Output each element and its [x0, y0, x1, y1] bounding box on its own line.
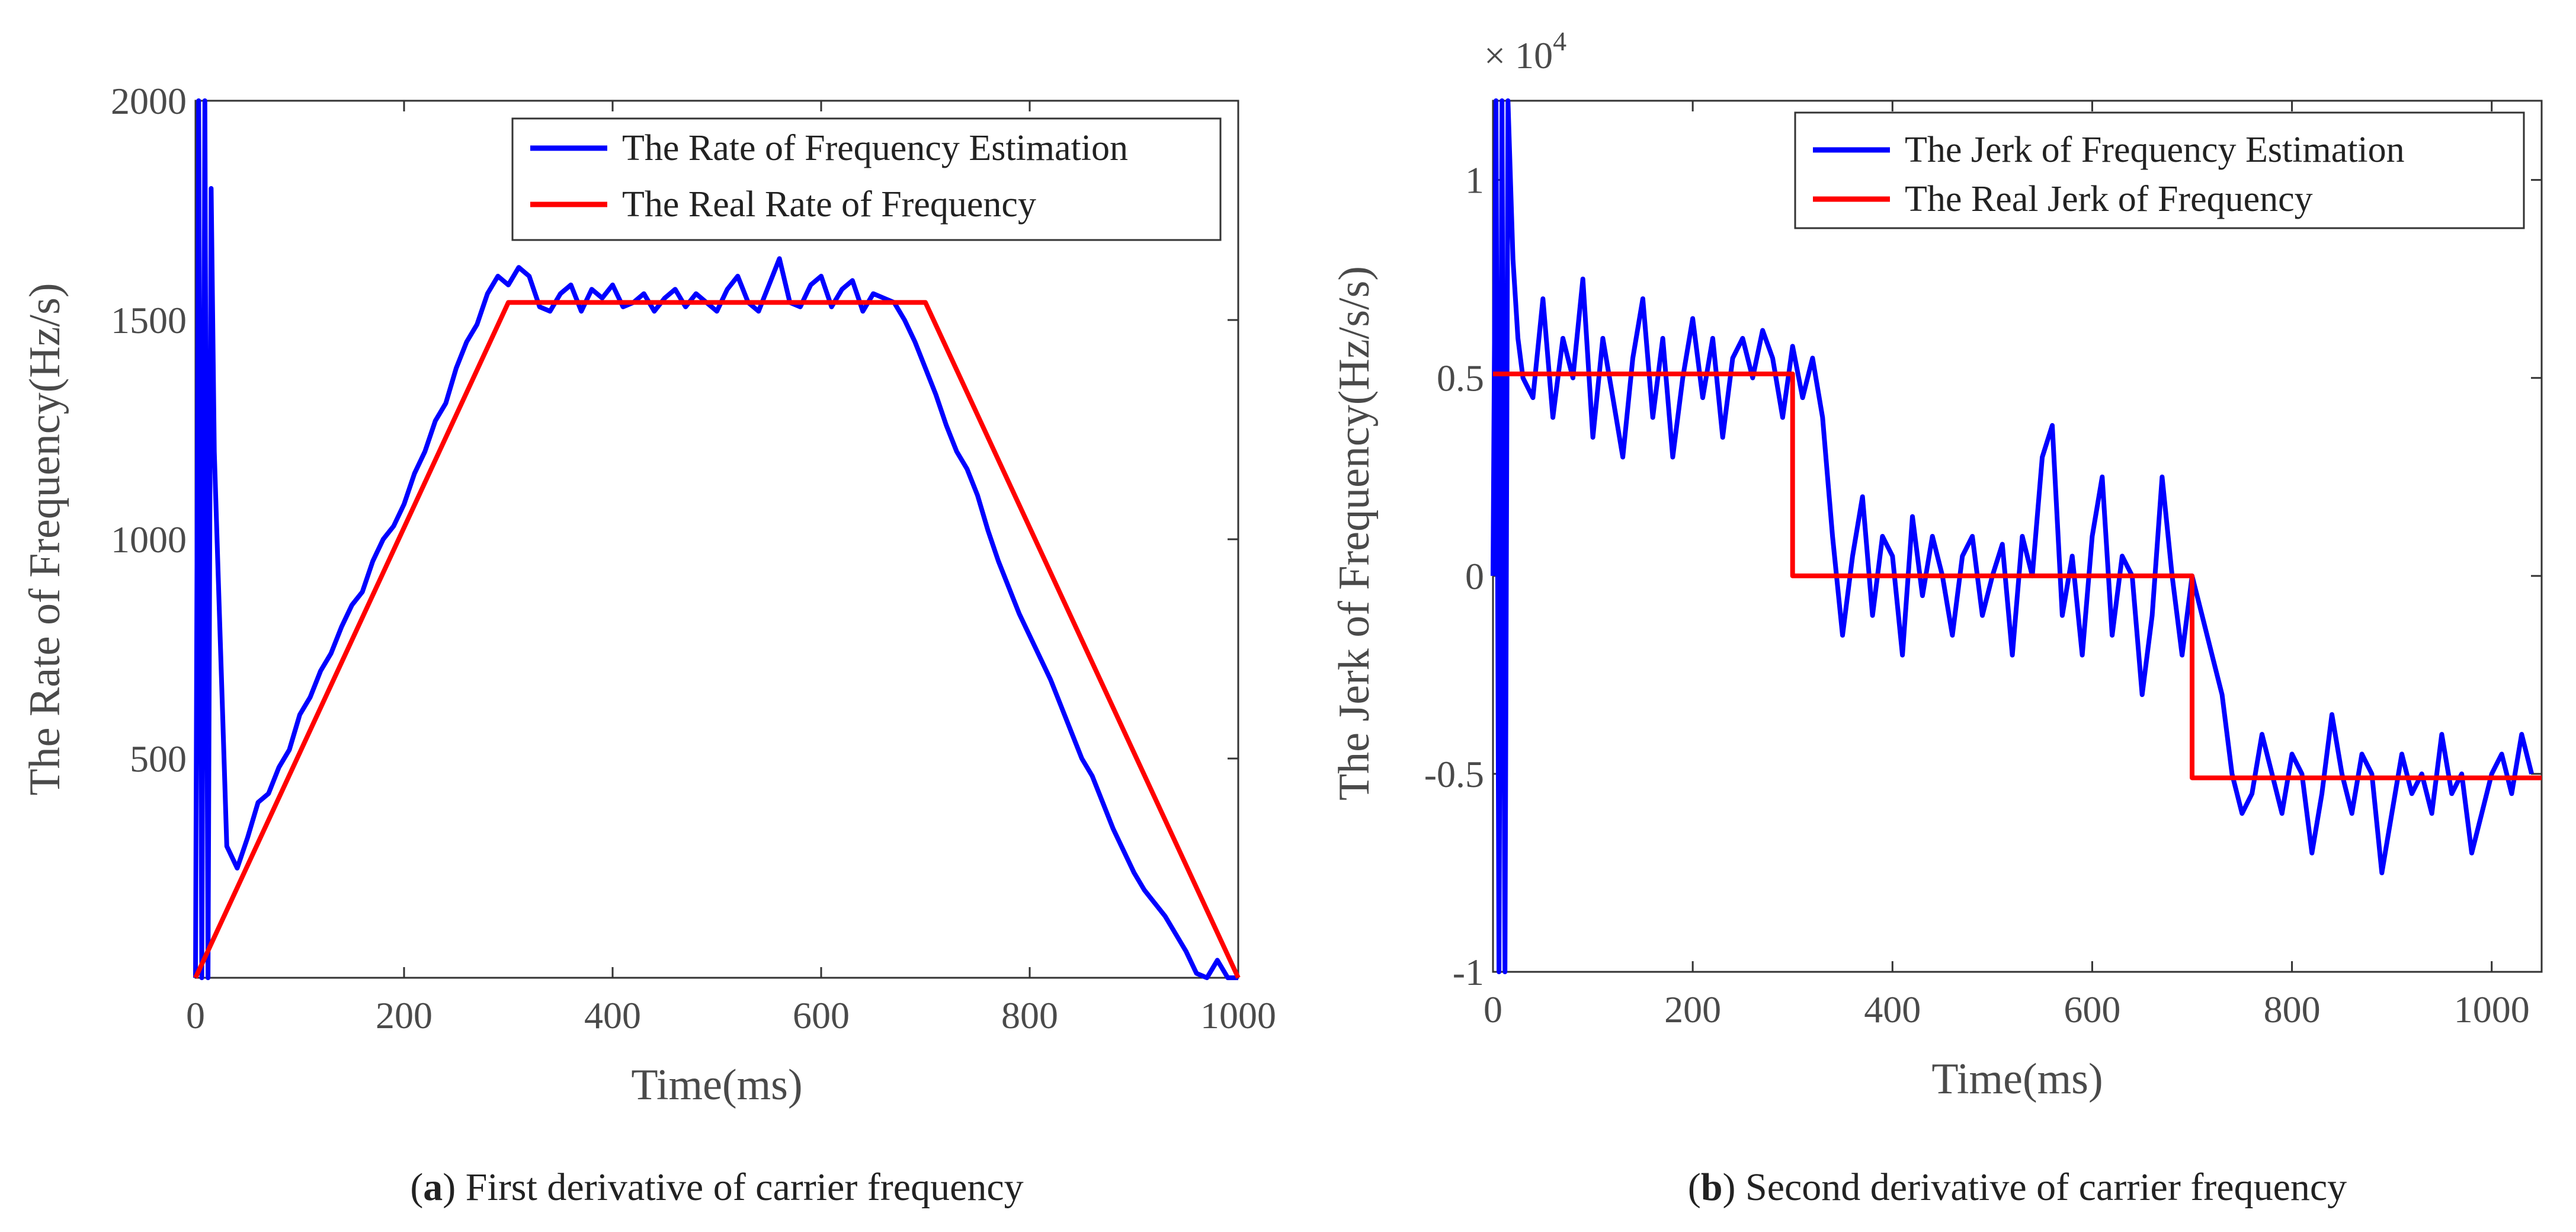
panel-a-series [193, 98, 1241, 980]
x-tick-label: 1000 [1200, 994, 1276, 1036]
panel-a-legend-real-label: The Real Rate of Frequency [622, 184, 1036, 225]
panel-a-legend-box [511, 117, 1222, 241]
y-tick-label: 2000 [111, 80, 187, 122]
panel-b-legend-estimation-label: The Jerk of Frequency Estimation [1905, 130, 2405, 170]
panel-b-legend: The Jerk of Frequency Estimation The Rea… [1794, 111, 2525, 229]
x-tick-label: 800 [1001, 994, 1058, 1036]
x-tick-label: 0 [186, 994, 205, 1036]
x-tick-label: 600 [2064, 988, 2120, 1031]
x-tick-label: 0 [1484, 988, 1502, 1031]
panel-a-caption-letter: a [423, 1166, 443, 1209]
panel-b-chart: 0 200 400 600 800 1000 -1 -0.5 0 0.5 1 × 104 Time(… [1330, 26, 2543, 1209]
panel-b-legend-box [1794, 111, 2525, 229]
real-series-line [193, 300, 1241, 979]
y-tick-label: 0.5 [1437, 357, 1484, 399]
y-tick-label: 1500 [111, 299, 187, 341]
panel-b-caption-letter: b [1701, 1166, 1723, 1209]
x-tick-label: 400 [1864, 988, 1921, 1031]
panel-b-tick-labels: 0 200 400 600 800 1000 -1 -0.5 0 0.5 1 [1424, 159, 2530, 1031]
panel-b-xlabel: Time(ms) [1931, 1055, 2103, 1103]
y-tick-label: 0 [1465, 555, 1484, 597]
panel-a-caption: (a) First derivative of carrier frequenc… [410, 1166, 1023, 1209]
x-tick-label: 800 [2264, 988, 2321, 1031]
x-tick-label: 1000 [2454, 988, 2530, 1031]
panel-b-legend-real-label: The Real Jerk of Frequency [1905, 179, 2313, 219]
panel-b-plot-frame [1492, 100, 2543, 973]
panel-a-caption-text: First derivative of carrier frequency [466, 1166, 1024, 1209]
panel-a-ylabel: The Rate of Frequency(Hz/s) [21, 283, 69, 795]
real-series-line [1493, 372, 2542, 780]
y-tick-label: 1000 [111, 519, 187, 561]
estimation-series-line [1491, 98, 2534, 974]
panel-a-xlabel: Time(ms) [631, 1061, 802, 1109]
estimation-series-line [193, 98, 1238, 980]
panel-b-ticks [1492, 101, 2542, 973]
y-tick-label: -1 [1453, 951, 1484, 993]
panel-b-caption-text: Second derivative of carrier frequency [1745, 1166, 2347, 1209]
panel-a-legend-estimation-label: The Rate of Frequency Estimation [622, 128, 1128, 168]
panel-a-legend: The Rate of Frequency Estimation The Rea… [511, 117, 1222, 241]
panel-a-chart: 0 200 400 600 800 1000 500 1000 1500 2000 Time(ms… [21, 80, 1276, 1209]
x-tick-label: 200 [376, 994, 432, 1036]
panel-a-tick-labels: 0 200 400 600 800 1000 500 1000 1500 2000 [111, 80, 1276, 1036]
x-tick-label: 200 [1664, 988, 1721, 1031]
x-tick-label: 600 [793, 994, 850, 1036]
y-tick-label: 500 [130, 738, 187, 780]
x-tick-label: 400 [584, 994, 641, 1036]
panel-b-caption: (b) Second derivative of carrier frequen… [1688, 1166, 2347, 1209]
y-tick-label: -0.5 [1424, 753, 1484, 795]
panel-b-ylabel: The Jerk of Frequency(Hz/s/s) [1330, 266, 1379, 801]
panel-b-series [1491, 98, 2542, 974]
y-tick-label: 1 [1465, 159, 1484, 201]
panel-b-axis-multiplier: × 104 [1484, 26, 1566, 76]
